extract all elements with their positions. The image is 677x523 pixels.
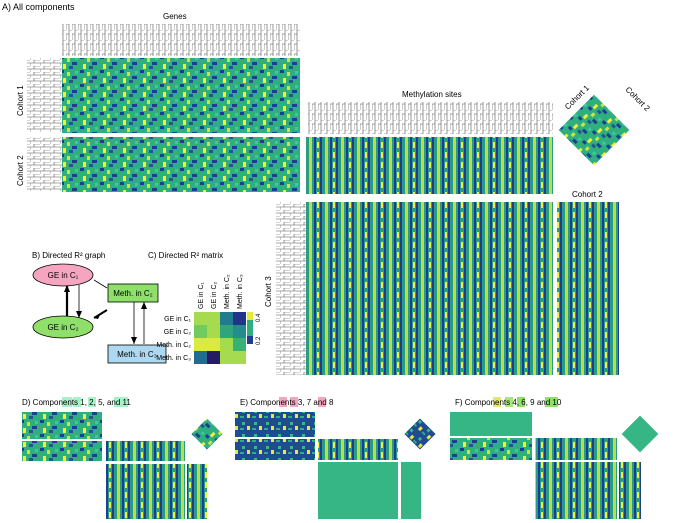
panel-b: B) Directed R² graph GE in C₁ Meth. in C… [32,251,167,364]
cohort3-label: Cohort 3 [264,276,273,307]
matrix-cell [207,351,220,364]
node-meth-c3 [107,344,167,364]
panel-f-heatmap-meth-c2c3 [619,462,641,519]
panel-e-heatmap-meth-c3 [318,462,398,519]
matrix-cell [194,351,207,364]
cohort1-dendrogram [27,58,62,132]
panel-e-heatmap-genes-c1 [235,412,315,437]
panel-d-title: D) Components 1, 2, 5, and 11 [22,398,131,407]
panel-e-title: E) Components 3, 7 and 8 [240,398,334,407]
matrix-cell [194,312,207,325]
matrix-cell [220,325,233,338]
r2-matrix [194,312,246,364]
cohort2-label: Cohort 2 [16,155,25,186]
matrix-cell [220,312,233,325]
panel-d-heatmap-meth-c3 [106,464,185,519]
matrix-col-label: Meth. in C₂ [224,274,231,309]
node-meth-c3-label: Meth. in C₃ [117,350,157,359]
heatmap-genes-cohort1 [62,58,300,133]
node-meth-c2-label: Meth. in C₂ [113,289,153,298]
panel-f-title: F) Components 4, 6, 9 and 10 [455,398,562,407]
cohort3-dendrogram [276,202,306,375]
matrix-cell [233,351,246,364]
colorbar-tick-high: 0.4 [256,313,262,322]
diamond-cohort2-label: Cohort 2 [624,85,652,113]
matrix-cell [220,338,233,351]
matrix-col-label: GE in C₂ [211,281,218,309]
matrix-col-label: GE in C₁ [198,281,205,309]
matrix-row-label: Meth. in C₃ [156,355,191,362]
panel-b-title: B) Directed R² graph [32,251,105,260]
panel-e-heatmap-meth-c2 [318,439,398,460]
panel-d: D) Components 1, 2, 5, and 11 [22,397,223,519]
matrix-cell [233,312,246,325]
heatmap-genes-cohort2 [62,137,300,192]
matrix-row-label: GE in C₁ [164,316,192,323]
heatmap-meth-cohort2 [306,137,553,194]
matrix-cell [233,325,246,338]
node-ge-c1-label: GE in C₁ [48,271,79,280]
matrix-cell [220,351,233,364]
node-ge-c2 [32,315,94,339]
colorbar [247,312,253,344]
panel-a-title: A) All components [2,2,75,12]
panel-f-heatmap-meth-c2 [535,438,617,460]
genes-label: Genes [163,12,187,21]
matrix-col-label: Meth. in C₃ [237,274,244,309]
panel-d-heatmap-meth-c2c3 [187,464,207,519]
panel-d-diamond [191,418,223,450]
matrix-cell [194,338,207,351]
matrix-cell [207,325,220,338]
node-ge-c2-label: GE in C₂ [47,323,78,332]
heatmap-meth-cohort3 [306,202,553,375]
cohort1-label: Cohort 1 [16,85,25,116]
r2-matrix-labels: GE in C₁ GE in C₂ Meth. in C₂ Meth. in C₃ GE… [156,274,244,362]
panel-f-heatmap-meth-c3 [535,462,617,519]
panel-d-heatmap-meth-c2 [106,441,185,461]
panel-c-title: C) Directed R² matrix [148,251,223,260]
panel-e-heatmap-genes-c2 [235,439,315,460]
matrix-row-label: GE in C₂ [164,329,192,336]
panel-f-heatmap-genes-c1 [450,412,532,436]
genes-dendrogram [62,24,300,56]
matrix-row-label: Meth. in C₂ [156,342,191,349]
methylation-dendrogram [308,102,553,134]
cohort2-dendrogram [27,137,62,191]
panel-d-heatmap-genes-c2 [22,441,102,461]
panel-e-heatmap-meth-c2c3 [401,462,421,519]
panel-f-diamond [621,415,659,453]
colorbar-tick-low: 0.2 [256,336,262,345]
matrix-cell [194,325,207,338]
matrix-cell [207,312,220,325]
panel-e-diamond [404,418,436,450]
right-cohort2-label: Cohort 2 [572,190,603,199]
methylation-label: Methylation sites [402,90,462,99]
panel-e: E) Components 3, 7 and 8 [235,397,436,519]
matrix-cell [207,338,220,351]
panel-f: F) Components 4, 6, 9 and 10 [450,397,659,519]
matrix-cell [233,338,246,351]
panel-c: C) Directed R² matrix GE in C₁ GE in C₂ Me… [148,251,262,364]
panel-d-heatmap-genes-c1 [22,412,102,439]
panel-f-heatmap-genes-c2 [450,438,532,460]
node-meth-c2 [107,283,159,303]
heatmap-meth-cohort2-3 [557,202,619,375]
node-ge-c1 [32,263,94,287]
